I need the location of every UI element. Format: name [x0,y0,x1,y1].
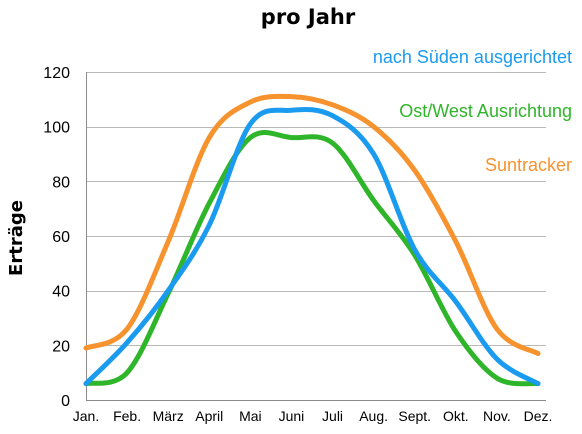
x-tick-label: Okt. [443,408,469,424]
series-line-nach-s-den-ausgerichtet [83,106,541,387]
x-tick-label: Jan. [73,408,99,424]
y-axis-label: Erträge [6,200,27,276]
x-tick-label: Sept. [398,408,431,424]
x-tick-label: Mai [239,408,262,424]
x-tick-label: Dez. [524,408,553,424]
y-tick-label: 0 [61,393,70,410]
y-tick-label: 20 [52,338,70,355]
y-tick-label: 100 [43,120,70,137]
x-tick-label: April [195,408,223,424]
y-tick-label: 40 [52,284,70,301]
x-tick-label: Juli [322,408,343,424]
series-line-ost-west-ausrichtung [83,130,541,387]
y-tick-label: 60 [52,229,70,246]
legend-entry-suntracker: Suntracker [485,155,572,175]
y-tick-label: 120 [43,65,70,82]
series-line-suntracker [83,93,541,357]
x-tick-label: Aug. [359,408,388,424]
legend: nach Süden ausgerichtet Ost/West Ausricht… [373,47,572,175]
x-tick-label: Feb. [113,408,141,424]
grid [86,72,546,346]
x-ticks: Jan. Feb. März April Mai Juni Juli Aug. Sept. Okt… [73,408,553,424]
legend-entry-nach-s-den-ausgerichtet: nach Süden ausgerichtet [373,47,572,67]
x-tick-label: März [153,408,184,424]
chart-title: pro Jahr [261,5,356,29]
series [83,93,541,387]
y-ticks: 0 20 40 60 80 100 120 [43,65,70,410]
legend-entry-ost-west-ausrichtung: Ost/West Ausrichtung [399,101,572,121]
y-tick-label: 80 [52,174,70,191]
x-tick-label: Nov. [483,408,511,424]
x-tick-label: Juni [279,408,305,424]
